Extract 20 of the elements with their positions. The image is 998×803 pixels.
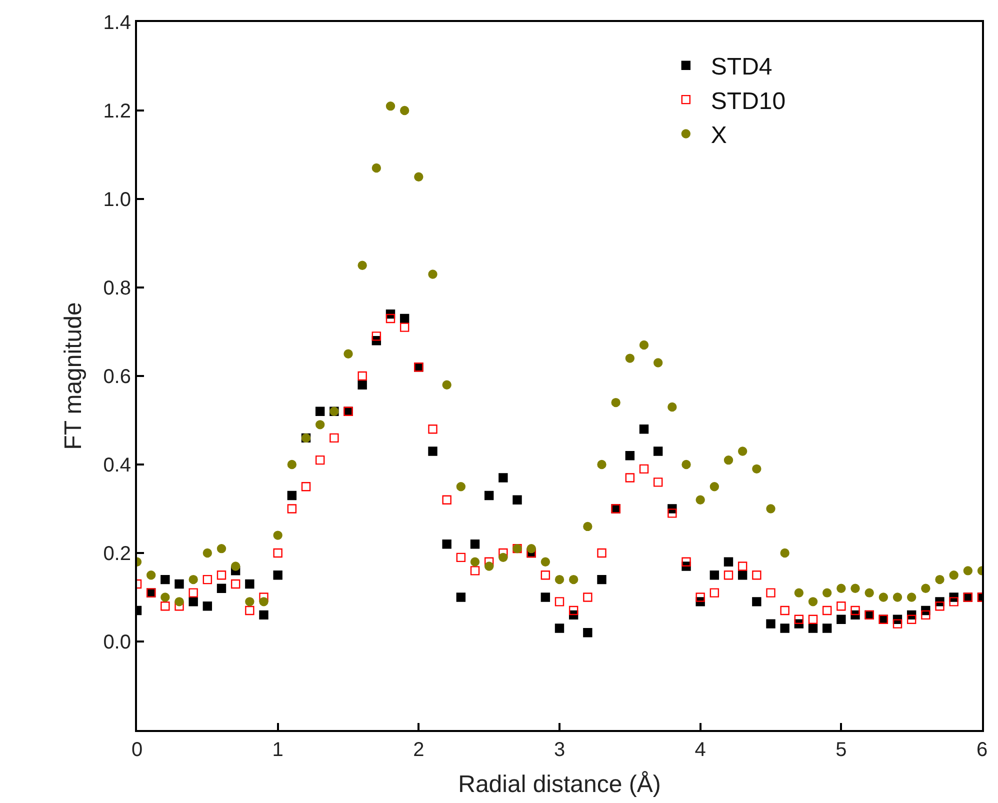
legend-label: STD4 xyxy=(710,54,772,81)
x-axis-title: Radial distance (Å) xyxy=(458,770,661,798)
x-tick-label: 5 xyxy=(836,739,847,761)
x-tick-label: 3 xyxy=(554,739,566,761)
y-tick-label: 0.6 xyxy=(103,366,131,388)
y-tick-label: 1.4 xyxy=(103,12,131,34)
y-tick-label: 0.8 xyxy=(103,278,131,300)
x-tick-label: 2 xyxy=(413,739,424,761)
y-tick-label: 0.4 xyxy=(103,454,131,476)
legend-label: STD10 xyxy=(710,88,786,115)
x-tick-label: 0 xyxy=(131,739,143,761)
legend-label: X xyxy=(710,122,727,150)
y-tick-label: 0.2 xyxy=(103,543,131,565)
x-tick-label: 4 xyxy=(694,739,706,761)
y-tick-label: 1.0 xyxy=(103,189,131,211)
y-tick-label: 1.2 xyxy=(103,100,131,122)
x-tick-label: 6 xyxy=(976,739,988,761)
y-tick-label: 0.0 xyxy=(103,632,131,654)
x-tick-label: 1 xyxy=(272,739,284,761)
y-axis-title: FT magnitude xyxy=(60,302,87,450)
